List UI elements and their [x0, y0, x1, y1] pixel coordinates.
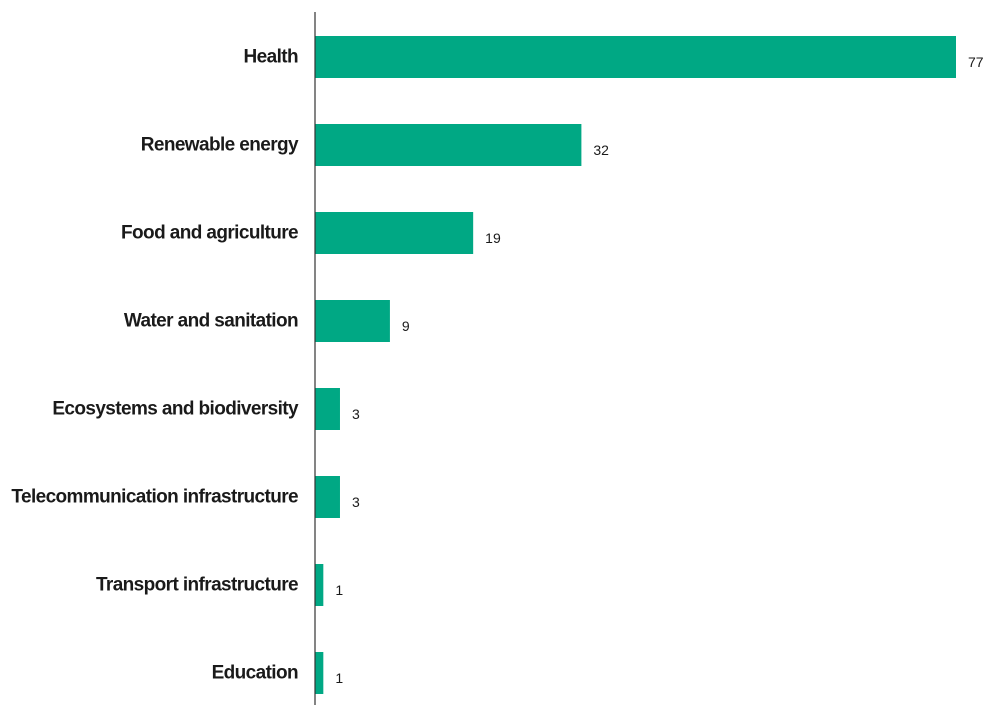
value-label-water-and-sanitation: 9 — [402, 318, 410, 334]
category-label-water-and-sanitation: Water and sanitation — [124, 311, 298, 332]
bar-health — [315, 36, 956, 78]
bar-food-and-agriculture — [315, 212, 474, 254]
value-label-telecommunication-infrastructure: 3 — [352, 494, 360, 510]
bar-education — [315, 652, 324, 694]
category-label-education: Education — [212, 663, 298, 684]
bars-group — [315, 36, 956, 694]
value-label-transport-infrastructure: 1 — [335, 582, 343, 598]
category-label-food-and-agriculture: Food and agriculture — [121, 223, 298, 244]
bar-water-and-sanitation — [315, 300, 390, 342]
category-label-transport-infrastructure: Transport infrastructure — [96, 575, 298, 596]
value-labels-group: 77 32 19 9 3 3 1 1 — [335, 54, 983, 686]
value-label-health: 77 — [968, 54, 984, 70]
category-label-renewable-energy: Renewable energy — [141, 135, 299, 156]
bar-ecosystems-and-biodiversity — [315, 388, 340, 430]
category-label-ecosystems-and-biodiversity: Ecosystems and biodiversity — [52, 399, 299, 420]
value-label-education: 1 — [335, 670, 343, 686]
bar-telecommunication-infrastructure — [315, 476, 340, 518]
bar-transport-infrastructure — [315, 564, 324, 606]
value-label-ecosystems-and-biodiversity: 3 — [352, 406, 360, 422]
value-label-renewable-energy: 32 — [593, 142, 609, 158]
bar-renewable-energy — [315, 124, 582, 166]
category-label-health: Health — [244, 47, 298, 68]
category-label-telecommunication-infrastructure: Telecommunication infrastructure — [11, 487, 298, 508]
category-labels-group: Health Renewable energy Food and agricultu… — [11, 47, 299, 684]
value-label-food-and-agriculture: 19 — [485, 230, 501, 246]
